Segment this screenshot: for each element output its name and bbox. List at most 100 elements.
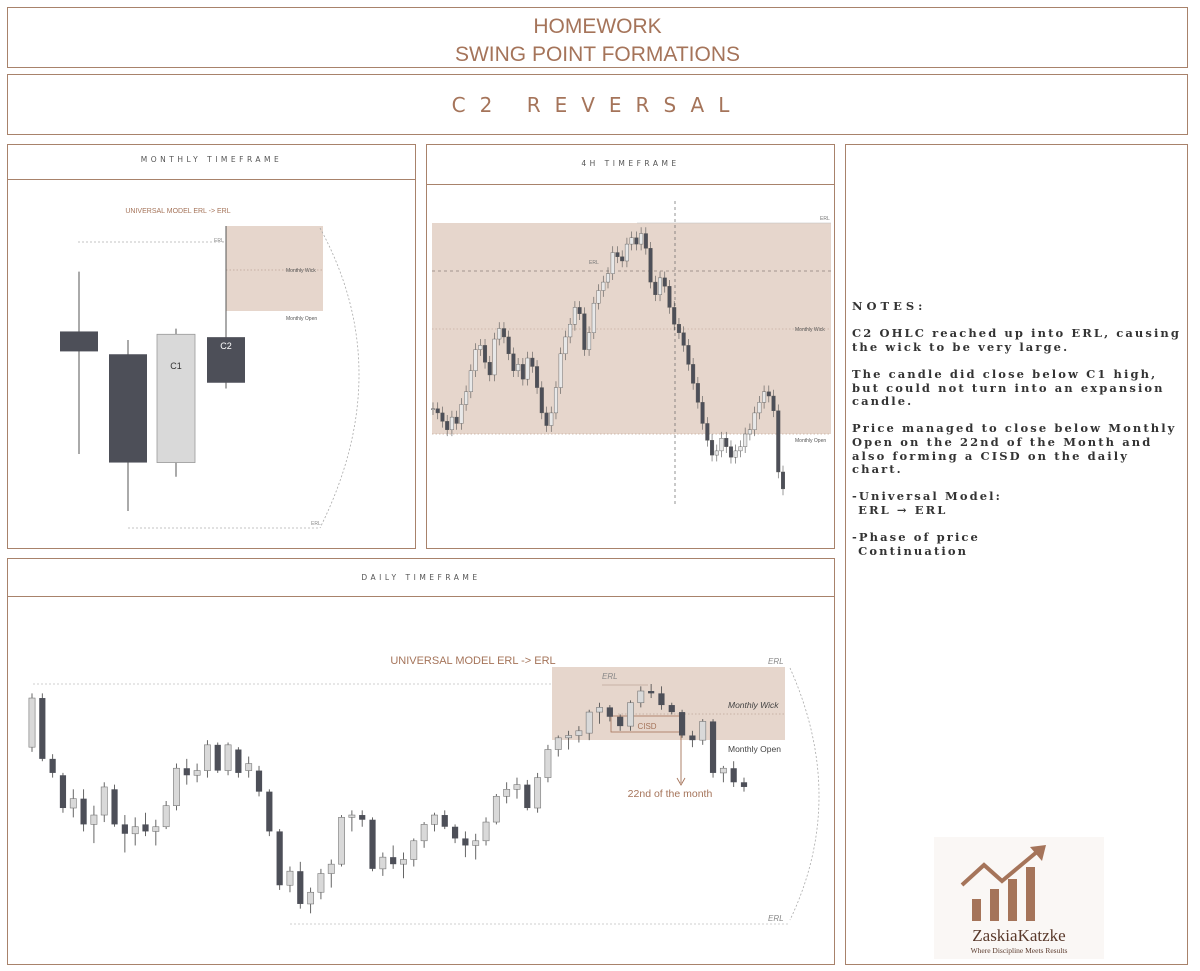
h4-candle [672,307,677,325]
daily-candle [658,693,665,706]
daily-open-label: Monthly Open [728,744,781,754]
notes-item: -Universal Model: ERL → ERL [852,489,1002,517]
h4-candle [483,345,488,363]
subheader-box: C2 REVERSAL [7,74,1188,135]
notes-text: NOTES: C2 OHLC reached up into ERL, caus… [852,299,1182,572]
monthly-c1-label: C1 [170,361,182,371]
daily-candle [49,758,56,773]
logo-background [934,837,1104,959]
daily-annotation: 22nd of the month [628,788,713,800]
monthly-wick-zone [226,226,323,311]
h4-candle [705,423,710,441]
h4-candle [544,412,549,426]
h4-candle [468,370,473,392]
h4-candle [643,233,648,249]
daily-candle [111,789,118,825]
h4-chart: ERL ERL Monthly Wick Monthly Open [430,201,831,506]
h4-panel-divider [427,184,834,185]
h4-candle [430,408,435,410]
h4-panel: 4H TIMEFRAME ERL ERL Monthly Wick Monthl… [426,144,835,549]
h4-candle [653,281,658,295]
h4-candle [757,402,762,414]
h4-candle [752,412,757,430]
monthly-chart: UNIVERSAL MODEL ERL -> ERL ERL ERL Month… [60,208,360,529]
daily-candle [503,789,511,797]
header-box: HOMEWORK SWING POINT FORMATIONS [7,7,1188,68]
monthly-panel: MONTHLY TIMEFRAME UNIVERSAL MODEL ERL ->… [7,144,416,549]
daily-chart: UNIVERSAL MODEL ERL -> ERL CISD ERL ERL … [28,655,820,925]
h4-candle [478,345,483,350]
h4-candle [781,471,786,490]
monthly-erl-arc [319,227,360,529]
daily-candle [431,814,438,825]
daily-candle [492,796,500,823]
h4-candle [691,364,696,384]
growth-chart-icon [960,845,1046,921]
h4-candle [492,338,497,376]
daily-panel: DAILY TIMEFRAME UNIVERSAL MODEL ERL -> E… [7,558,835,965]
h4-candle [733,450,738,458]
header-title-line1: HOMEWORK [533,15,662,38]
h4-candle [516,364,521,371]
h4-candle [520,364,525,380]
daily-model-label: UNIVERSAL MODEL ERL -> ERL [390,655,555,667]
monthly-candle [109,354,147,463]
daily-candle [204,744,211,771]
notes-panel: NOTES: C2 OHLC reached up into ERL, caus… [845,144,1188,965]
h4-candle [615,252,620,257]
daily-candle [699,721,707,741]
h4-candle [525,357,530,380]
h4-candle [629,237,634,245]
daily-wick-label: Monthly Wick [728,700,779,710]
daily-candle [678,712,686,736]
h4-candle [563,336,568,355]
daily-candle [648,691,655,694]
h4-candle [658,277,663,295]
daily-candle [121,824,128,834]
daily-candle [441,815,448,827]
h4-candle [535,366,540,388]
daily-candle [193,770,201,776]
logo-name: ZaskiaKatzke [972,926,1065,945]
h4-candle [501,328,506,338]
daily-erl-top-label: ERL [768,657,784,666]
header-title-line2: SWING POINT FORMATIONS [454,43,741,66]
h4-candle [596,290,601,304]
h4-candle [766,391,771,397]
daily-candle [224,744,232,771]
daily-candle [689,735,696,741]
daily-candle [338,817,345,865]
h4-candle [728,446,733,458]
daily-candle [462,838,469,846]
h4-panel-title: 4H TIMEFRAME [581,159,680,168]
h4-candle [667,286,672,308]
h4-candle [776,410,781,473]
monthly-panel-title: MONTHLY TIMEFRAME [140,155,283,164]
h4-candle [445,421,450,430]
daily-candle [410,840,418,860]
monthly-erl-top-label: ERL [214,238,224,244]
h4-candle [577,307,582,314]
daily-candle [730,768,737,783]
daily-candle [606,707,613,717]
daily-cisd-label: CISD [637,722,656,731]
daily-candle [668,705,675,713]
daily-candle [297,871,304,904]
daily-candle [524,784,531,809]
h4-candle [762,391,767,403]
h4-candle [591,302,596,333]
daily-candle [740,782,748,787]
daily-candle [307,891,315,905]
h4-candle [568,324,573,338]
h4-candle [714,450,719,456]
daily-candle [513,784,521,790]
h4-candle [549,412,554,426]
daily-candle [90,814,98,825]
daily-erl-inner-label: ERL [602,672,618,681]
monthly-candle [207,337,245,383]
daily-candle [276,831,283,886]
h4-candle [601,281,606,291]
h4-candle [710,440,715,456]
monthly-candle [156,333,196,463]
daily-candle [152,826,160,832]
